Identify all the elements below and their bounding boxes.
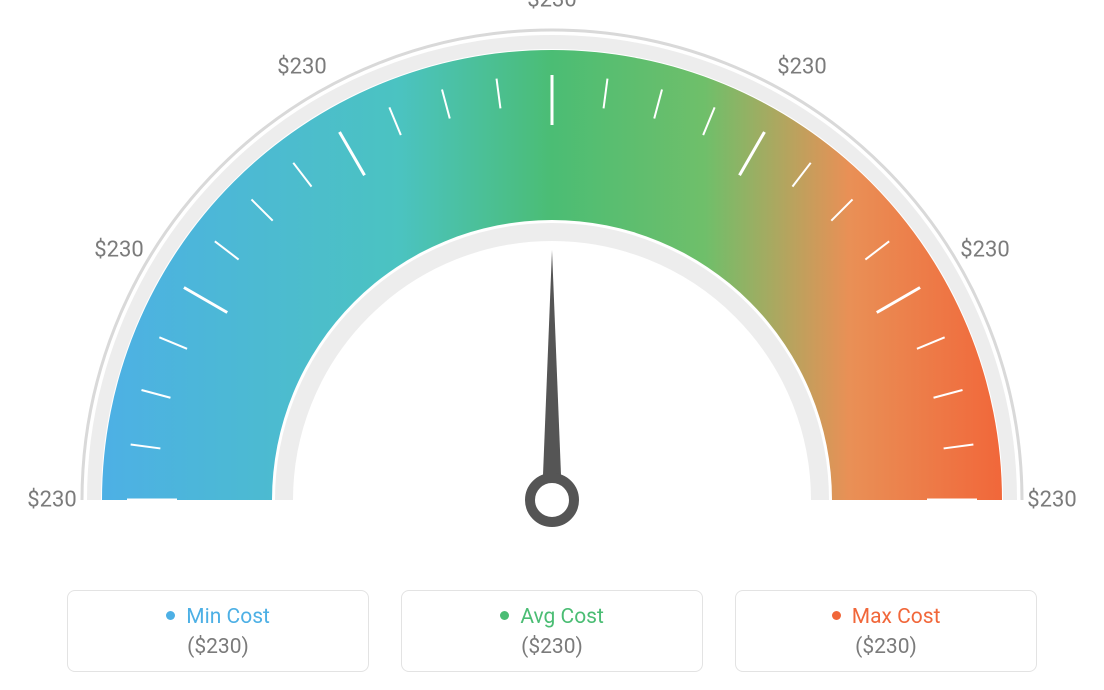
legend-row: Min Cost ($230) Avg Cost ($230) Max Cost… xyxy=(0,590,1104,672)
legend-dot-avg xyxy=(500,611,509,620)
legend-value-min: ($230) xyxy=(68,635,368,659)
gauge-tick-label: $230 xyxy=(777,54,826,79)
legend-value-avg: ($230) xyxy=(402,635,702,659)
legend-value-max: ($230) xyxy=(736,635,1036,659)
legend-title-text-min: Min Cost xyxy=(186,605,270,629)
legend-title-max: Max Cost xyxy=(736,605,1036,629)
legend-title-text-max: Max Cost xyxy=(852,605,941,629)
legend-dot-min xyxy=(166,611,175,620)
gauge-tick-label: $230 xyxy=(27,488,76,513)
legend-card-max: Max Cost ($230) xyxy=(735,590,1037,672)
legend-dot-max xyxy=(832,611,841,620)
gauge-tick-label: $230 xyxy=(960,238,1009,263)
legend-card-min: Min Cost ($230) xyxy=(67,590,369,672)
gauge-chart: $230 $230 $230 $230 $230 $230 $230 xyxy=(0,0,1104,560)
gauge-tick-label: $230 xyxy=(277,54,326,79)
legend-title-text-avg: Avg Cost xyxy=(520,605,604,629)
gauge-tick-label: $230 xyxy=(94,238,143,263)
gauge-tick-label: $230 xyxy=(527,0,576,13)
chart-container: $230 $230 $230 $230 $230 $230 $230 Min Cost ($… xyxy=(0,0,1104,690)
legend-card-avg: Avg Cost ($230) xyxy=(401,590,703,672)
legend-title-min: Min Cost xyxy=(68,605,368,629)
gauge-tick-label: $230 xyxy=(1027,488,1076,513)
legend-title-avg: Avg Cost xyxy=(402,605,702,629)
